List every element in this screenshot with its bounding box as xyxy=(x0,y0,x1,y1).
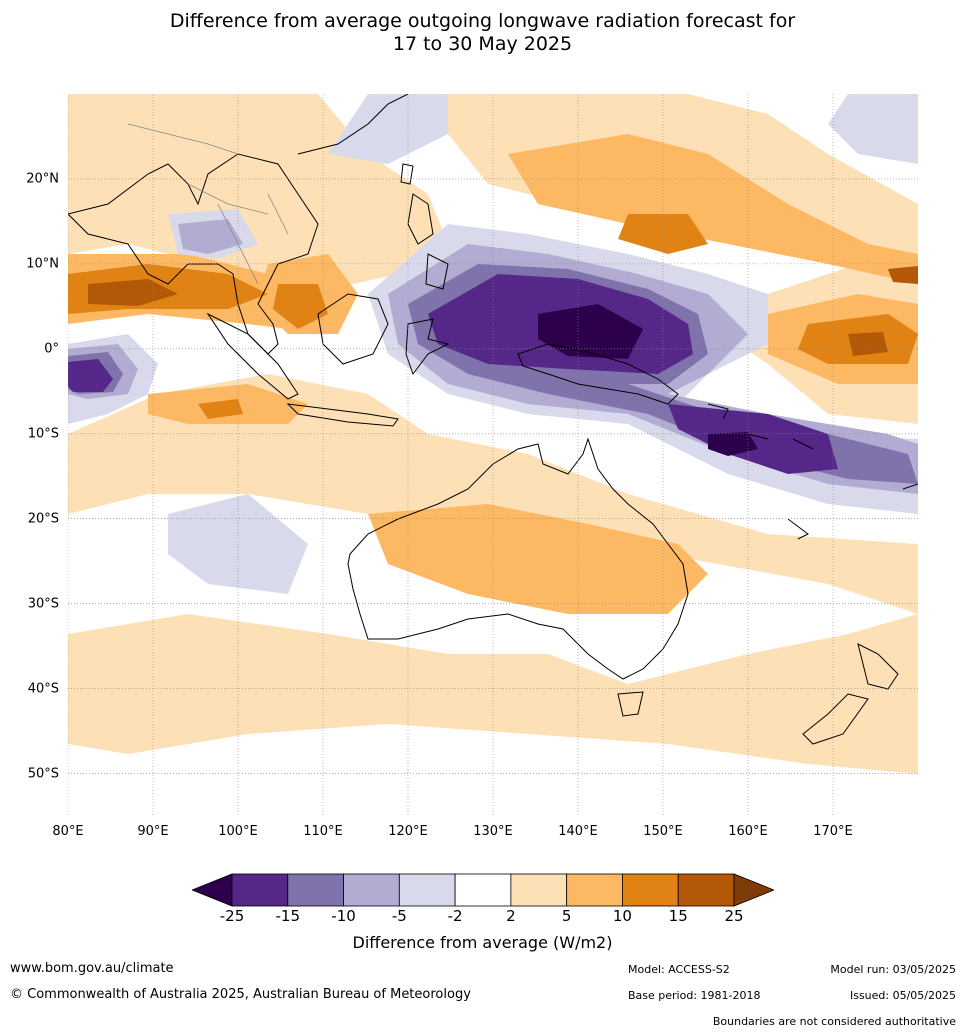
anomaly-region xyxy=(618,214,708,254)
sulawesi-coastline xyxy=(405,318,450,376)
colorbar-swatch xyxy=(454,873,512,907)
map-title: Difference from average outgoing longwav… xyxy=(0,10,965,56)
colorbar-swatch xyxy=(343,873,400,907)
anomaly-map xyxy=(67,93,919,816)
longitude-label: 160°E xyxy=(728,824,768,839)
longitude-label: 100°E xyxy=(218,824,258,839)
colorbar-tick-label: -5 xyxy=(391,907,407,925)
borneo-coastline xyxy=(317,293,389,365)
colorbar-low-arrow xyxy=(192,873,233,907)
latitude-label: 20°S xyxy=(27,511,59,527)
longitude-label: 170°E xyxy=(813,824,853,839)
latitude-label: 0° xyxy=(44,341,59,357)
colorbar-swatch xyxy=(566,873,623,907)
footer-disclaimer: Boundaries are not considered authoritat… xyxy=(712,1015,956,1028)
longitude-label: 90°E xyxy=(137,824,169,839)
map-canvas xyxy=(67,93,919,816)
anomaly-region xyxy=(888,266,918,284)
longitude-label: 140°E xyxy=(558,824,598,839)
colorbar-swatch xyxy=(677,873,735,907)
colorbar-swatch xyxy=(622,873,679,907)
anomaly-region xyxy=(708,432,758,456)
colorbar-tick-label: 2 xyxy=(506,907,516,925)
footer-base-period: Base period: 1981-2018 xyxy=(628,989,761,1002)
colorbar-tick-label: -25 xyxy=(219,907,245,925)
anomaly-region xyxy=(68,359,113,392)
pacific-islands-coastline xyxy=(707,403,919,540)
anomaly-region xyxy=(848,332,888,356)
anomaly-region xyxy=(828,94,918,164)
tasmania-coastline xyxy=(617,691,644,717)
longitude-label: 110°E xyxy=(303,824,343,839)
longitude-label: 150°E xyxy=(643,824,683,839)
latitude-label: 10°N xyxy=(26,256,59,272)
latitude-label: 20°N xyxy=(26,171,59,187)
java-coastline xyxy=(286,403,399,427)
latitude-label: 40°S xyxy=(27,681,59,697)
anomaly-region xyxy=(88,279,178,306)
footer-issued: Issued: 05/05/2025 xyxy=(849,989,956,1002)
new-guinea-coastline xyxy=(517,343,679,405)
colorbar xyxy=(192,873,774,907)
anomaly-region xyxy=(273,284,328,329)
longitude-label: 130°E xyxy=(473,824,513,839)
coastlines xyxy=(67,93,919,745)
colorbar-swatch xyxy=(398,873,456,907)
china-coastline xyxy=(297,93,409,155)
colorbar-tick-label: -10 xyxy=(331,907,356,925)
longitude-label: 80°E xyxy=(52,824,84,839)
colorbar-high-arrow xyxy=(733,873,774,907)
footer-model-run: Model run: 03/05/2025 xyxy=(830,963,956,976)
colorbar-swatch xyxy=(510,873,568,907)
latitude-label: 50°S xyxy=(27,766,59,782)
graticule xyxy=(67,94,918,816)
anomaly-region xyxy=(508,134,918,284)
latitude-label: 10°S xyxy=(27,426,59,442)
anomaly-region xyxy=(328,94,448,164)
colorbar-swatch xyxy=(231,873,289,907)
anomaly-region xyxy=(538,304,643,359)
colorbar-tick-label: -15 xyxy=(275,907,301,925)
colorbar-tick-label: 25 xyxy=(724,907,744,925)
colorbar-tick-label: 10 xyxy=(612,907,632,925)
colorbar-title: Difference from average (W/m2) xyxy=(352,933,613,952)
colorbar-tick-label: 5 xyxy=(561,907,572,925)
latitude-label: 30°S xyxy=(27,596,59,612)
title-line-2: 17 to 30 May 2025 xyxy=(392,33,573,55)
anomaly-region xyxy=(198,399,243,419)
taiwan-coastline xyxy=(400,163,414,185)
footer-url: www.bom.gov.au/climate xyxy=(10,961,174,976)
footer-model: Model: ACCESS-S2 xyxy=(628,963,730,976)
anomaly-region xyxy=(368,504,708,614)
colorbar-tick-label: 15 xyxy=(668,907,688,925)
new-zealand-coastline xyxy=(802,643,899,745)
philippines-coastline xyxy=(407,193,449,290)
title-line-1: Difference from average outgoing longwav… xyxy=(169,10,796,32)
anomaly-region xyxy=(178,219,243,254)
asia-coastline xyxy=(67,153,319,355)
colorbar-swatch xyxy=(287,873,344,907)
country-borders xyxy=(127,123,289,285)
colorbar-tick-label: -2 xyxy=(447,907,463,925)
anomaly-region xyxy=(668,404,838,474)
australia-coastline xyxy=(347,437,689,680)
footer-copyright: © Commonwealth of Australia 2025, Austra… xyxy=(10,987,471,1002)
longitude-label: 120°E xyxy=(388,824,428,839)
